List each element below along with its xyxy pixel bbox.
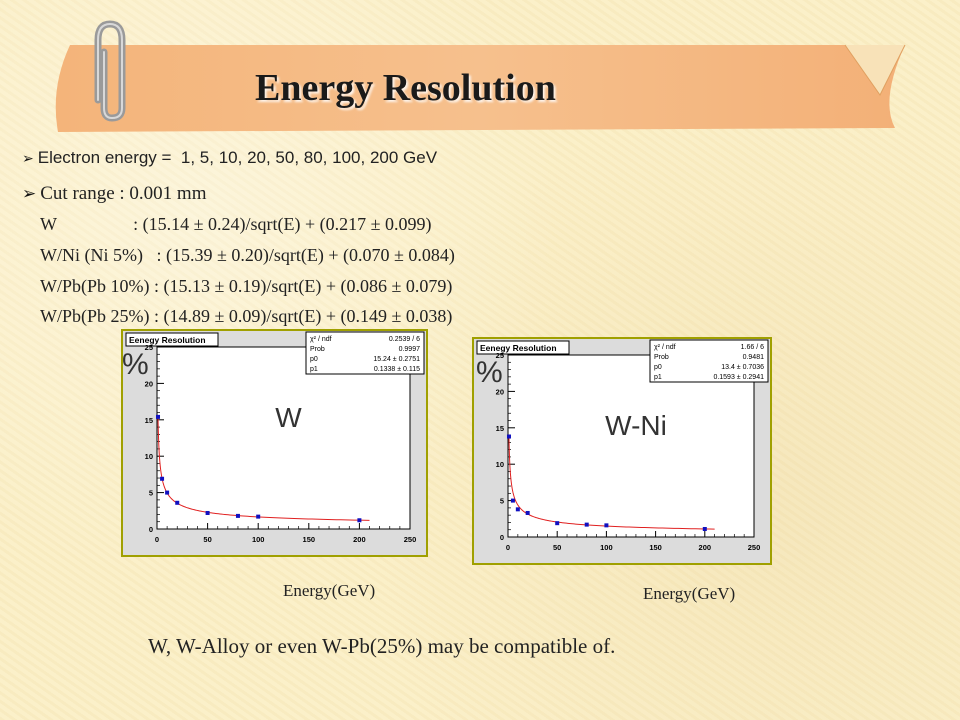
- chart-w-ni: Eenegy Resolution 0 50 100 150 200 250 0 5 10 15 20…: [472, 337, 772, 565]
- data-point: [175, 500, 180, 505]
- y-tick-label: 20: [496, 387, 504, 396]
- y-tick-label: 0: [500, 533, 504, 542]
- stats-value: 0.1593 ± 0.2941: [713, 374, 764, 381]
- page-title: Energy Resolution: [255, 67, 556, 109]
- x-tick-label: 100: [252, 535, 265, 544]
- data-point: [506, 434, 511, 439]
- y-tick-label: 25: [496, 351, 504, 360]
- data-point: [555, 521, 560, 526]
- stats-key: p0: [310, 356, 318, 363]
- fit-curve: [157, 417, 370, 521]
- fit-line-w-pb10: W/Pb(Pb 10%) : (15.13 ± 0.19)/sqrt(E) + …: [40, 276, 453, 296]
- y-tick-label: 25: [145, 343, 153, 352]
- cut-range-bullet: ➢ Cut range : 0.001 mm: [22, 183, 206, 205]
- y-tick-label: 10: [145, 452, 153, 461]
- y-tick-label: 15: [145, 416, 153, 425]
- chart-w-ni-xlabel: Energy(GeV): [643, 584, 736, 603]
- data-point: [256, 514, 261, 519]
- stats-key: χ² / ndf: [654, 344, 676, 351]
- y-tick-label: 20: [145, 379, 153, 388]
- stats-box: [649, 339, 769, 383]
- data-point: [584, 522, 589, 527]
- chart-w-ylabel: %: [122, 348, 149, 381]
- stats-key: p0: [654, 364, 662, 371]
- arrow-bullet-icon: ➢: [22, 151, 34, 167]
- plot-area: [507, 354, 755, 538]
- x-tick-label: 50: [553, 543, 561, 552]
- x-tick-label: 150: [649, 543, 662, 552]
- chart-w-xlabel: Energy(GeV): [283, 581, 376, 600]
- stats-key: Prob: [654, 354, 669, 361]
- fit-line-w-pb25: W/Pb(Pb 25%) : (14.89 ± 0.09)/sqrt(E) + …: [40, 306, 453, 326]
- chart-title: Eenegy Resolution: [480, 343, 557, 353]
- material-label: W: [275, 402, 302, 433]
- x-tick-label: 0: [506, 543, 510, 552]
- data-point: [156, 414, 161, 419]
- data-point: [357, 518, 362, 523]
- data-point: [165, 490, 170, 495]
- stats-value: 13.4 ± 0.7036: [721, 364, 764, 371]
- chart-title-box: [125, 332, 219, 347]
- data-point: [604, 523, 609, 528]
- y-tick-label: 0: [149, 525, 153, 534]
- x-tick-label: 150: [303, 535, 316, 544]
- x-tick-label: 50: [203, 535, 211, 544]
- fit-line-w-ni: W/Ni (Ni 5%) : (15.39 ± 0.20)/sqrt(E) + …: [40, 245, 455, 265]
- title-banner: [55, 20, 906, 132]
- stats-value: 15.24 ± 0.2751: [373, 356, 420, 363]
- data-point: [510, 498, 515, 503]
- energy-text: energy = 1, 5, 10, 20, 50, 80, 100, 200 …: [100, 148, 438, 167]
- stats-value: 0.9997: [399, 346, 421, 353]
- x-tick-label: 200: [699, 543, 712, 552]
- stats-key: χ² / ndf: [310, 336, 332, 343]
- y-tick-label: 5: [500, 497, 504, 506]
- x-tick-label: 200: [353, 535, 366, 544]
- chart-title-box: [476, 340, 570, 355]
- stats-value: 0.2539 / 6: [389, 336, 420, 343]
- stats-value: 0.1338 ± 0.115: [374, 366, 420, 373]
- chart-w: Eenegy Resolution 0 50 100 150 200 250 0 5 10 15 20…: [121, 329, 428, 557]
- data-point: [515, 507, 520, 512]
- cut-range-text: Cut range : 0.001 mm: [40, 183, 207, 204]
- y-tick-label: 10: [496, 460, 504, 469]
- x-tick-label: 250: [404, 535, 417, 544]
- plot-area: [156, 346, 411, 530]
- chart-title: Eenegy Resolution: [129, 335, 206, 345]
- energy-prefix: Electron: [37, 148, 101, 167]
- fit-curve: [508, 438, 715, 530]
- conclusion-text: W, W-Alloy or even W-Pb(25%) may be comp…: [148, 634, 616, 658]
- x-tick-label: 100: [600, 543, 613, 552]
- stats-key: p1: [654, 374, 662, 381]
- stats-key: p1: [310, 366, 318, 373]
- arrow-bullet-icon: ➢: [22, 184, 37, 204]
- data-point: [702, 526, 707, 531]
- stats-key: Prob: [310, 346, 325, 353]
- stats-value: 0.9481: [743, 354, 765, 361]
- data-point: [160, 476, 165, 481]
- data-point: [235, 513, 240, 518]
- energy-bullet: ➢ Electron energy = 1, 5, 10, 20, 50, 80,…: [22, 148, 437, 168]
- x-tick-label: 0: [155, 535, 159, 544]
- material-label: W-Ni: [605, 410, 667, 441]
- stats-box: [305, 331, 425, 375]
- fit-line-w: W : (15.14 ± 0.24)/sqrt(E) + (0.217 ± 0.…: [40, 214, 432, 234]
- y-tick-label: 15: [496, 424, 504, 433]
- stats-value: 1.66 / 6: [741, 344, 764, 351]
- chart-w-ni-ylabel: %: [476, 356, 503, 389]
- x-tick-label: 250: [748, 543, 761, 552]
- data-point: [525, 510, 530, 515]
- data-point: [205, 510, 210, 515]
- y-tick-label: 5: [149, 489, 153, 498]
